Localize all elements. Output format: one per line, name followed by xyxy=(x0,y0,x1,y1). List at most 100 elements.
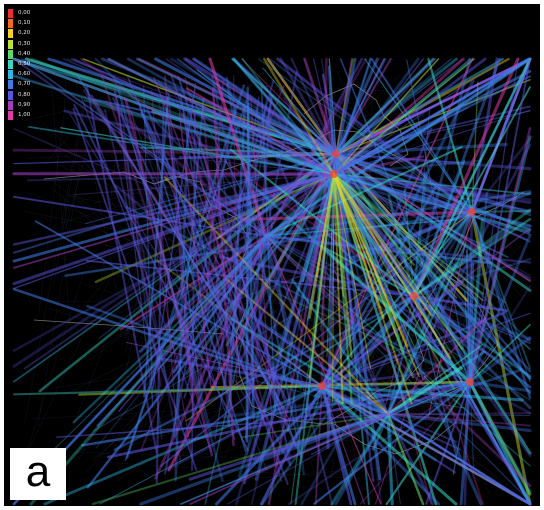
faint-trajectory xyxy=(40,138,403,389)
figure-panel: 0,00 0,10 0,20 0,30 0,40 0,50 0,60 0,70 0,80 0,90… xyxy=(4,4,540,506)
trajectory xyxy=(468,380,532,415)
trajectory xyxy=(211,74,292,466)
trajectory xyxy=(225,76,302,390)
trajectory xyxy=(332,172,410,285)
trajectory xyxy=(333,173,531,350)
faint-trajectory xyxy=(419,67,443,369)
trajectory xyxy=(333,173,506,304)
trajectory xyxy=(387,344,483,415)
trajectory xyxy=(471,58,531,213)
country-border xyxy=(153,129,475,425)
trajectory xyxy=(332,172,532,204)
trajectory xyxy=(334,152,532,381)
trajectory xyxy=(256,336,324,388)
trajectory xyxy=(12,172,336,286)
trajectory xyxy=(333,173,485,302)
trajectory xyxy=(335,110,531,155)
faint-trajectory xyxy=(63,67,67,111)
color-scale-legend: 0,00 0,10 0,20 0,30 0,40 0,50 0,60 0,70 0,80 0,90… xyxy=(8,8,44,120)
trajectory xyxy=(333,173,509,258)
faint-trajectory xyxy=(242,273,503,484)
legend-label: 0,00 xyxy=(18,10,31,16)
trajectory xyxy=(333,58,504,175)
trajectory xyxy=(183,57,336,176)
trajectory xyxy=(140,84,285,451)
trajectory xyxy=(229,148,416,298)
trajectory xyxy=(319,244,472,384)
trajectory xyxy=(94,57,268,238)
trajectory xyxy=(166,86,335,175)
trajectory xyxy=(468,380,532,393)
congested-trajectory xyxy=(333,173,385,319)
trajectory xyxy=(321,312,531,387)
trajectory xyxy=(262,67,337,155)
trajectory xyxy=(225,83,301,454)
trajectory xyxy=(143,85,154,408)
hub-marker xyxy=(332,150,340,158)
trajectory xyxy=(326,172,336,450)
trajectory xyxy=(73,58,335,175)
trajectory xyxy=(246,86,255,419)
trajectory xyxy=(117,86,224,483)
trajectory xyxy=(332,172,478,354)
legend-label: 0,70 xyxy=(18,81,31,88)
faint-trajectory xyxy=(25,66,231,200)
trajectory xyxy=(386,380,464,416)
trajectory xyxy=(192,173,335,235)
trajectory xyxy=(333,173,417,291)
trajectory xyxy=(412,294,532,506)
faint-trajectory xyxy=(83,159,205,346)
faint-trajectory xyxy=(81,101,400,330)
trajectory xyxy=(290,153,337,505)
trajectory xyxy=(469,58,531,383)
faint-trajectory xyxy=(73,194,162,426)
trajectory xyxy=(320,127,433,388)
trajectory xyxy=(13,58,267,237)
trajectory xyxy=(383,211,473,276)
trajectory xyxy=(332,57,532,176)
trajectory xyxy=(471,58,531,213)
faint-trajectory xyxy=(74,73,117,293)
trajectory xyxy=(210,380,472,389)
trajectory xyxy=(332,57,475,176)
trajectory xyxy=(157,173,335,371)
faint-trajectory xyxy=(24,73,223,121)
trajectory xyxy=(386,245,466,416)
trajectory xyxy=(340,171,416,298)
trajectory xyxy=(469,323,531,383)
faint-trajectory xyxy=(54,162,223,244)
trajectory xyxy=(332,172,527,499)
faint-trajectory xyxy=(442,208,523,298)
trajectory xyxy=(264,234,532,488)
trajectory xyxy=(264,57,364,238)
legend-swatch xyxy=(8,59,13,69)
trajectory xyxy=(143,96,169,398)
trajectory xyxy=(204,235,267,505)
trajectory xyxy=(413,106,431,297)
trajectory xyxy=(12,152,338,254)
trajectory xyxy=(214,96,260,391)
trajectory xyxy=(334,57,532,156)
trajectory xyxy=(333,109,531,175)
trajectory xyxy=(264,234,532,264)
trajectory xyxy=(12,57,336,176)
trajectory xyxy=(198,79,225,386)
trajectory xyxy=(469,285,531,383)
trajectory xyxy=(332,172,531,234)
trajectory xyxy=(126,57,336,176)
trajectory xyxy=(280,294,416,454)
congested-trajectory xyxy=(333,173,370,288)
hub-marker xyxy=(468,208,476,216)
trajectory xyxy=(321,385,531,505)
congested-trajectory xyxy=(332,172,433,317)
congested-trajectory xyxy=(333,173,484,295)
trajectory xyxy=(320,57,328,388)
trajectory xyxy=(120,106,163,440)
trajectory xyxy=(223,98,268,389)
trajectory xyxy=(471,211,531,370)
trajectory xyxy=(313,380,472,505)
trajectory xyxy=(139,412,390,506)
trajectory xyxy=(43,384,324,506)
faint-trajectory xyxy=(101,230,270,279)
congested-trajectory xyxy=(333,173,372,369)
